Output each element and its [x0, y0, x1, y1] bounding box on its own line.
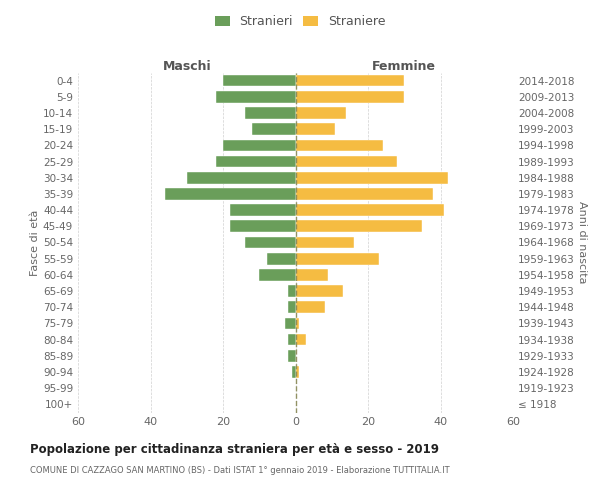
Bar — [296, 220, 422, 232]
Text: COMUNE DI CAZZAGO SAN MARTINO (BS) - Dati ISTAT 1° gennaio 2019 - Elaborazione T: COMUNE DI CAZZAGO SAN MARTINO (BS) - Dat… — [30, 466, 449, 475]
Bar — [296, 269, 328, 280]
Bar — [284, 318, 296, 330]
Bar — [296, 302, 325, 313]
Bar — [223, 140, 296, 151]
Bar — [296, 366, 299, 378]
Bar — [296, 140, 383, 151]
Y-axis label: Anni di nascita: Anni di nascita — [577, 201, 587, 284]
Bar — [230, 220, 296, 232]
Bar — [296, 156, 397, 168]
Bar — [292, 366, 296, 378]
Legend: Stranieri, Straniere: Stranieri, Straniere — [211, 11, 389, 32]
Text: Femmine: Femmine — [372, 60, 436, 72]
Bar — [296, 253, 379, 264]
Bar — [296, 285, 343, 297]
Bar — [216, 91, 296, 102]
Bar — [230, 204, 296, 216]
Bar — [245, 236, 296, 248]
Bar — [296, 91, 404, 102]
Bar — [296, 124, 335, 135]
Bar — [296, 107, 346, 119]
Bar — [296, 204, 444, 216]
Bar — [288, 302, 296, 313]
Bar — [296, 334, 307, 345]
Bar — [296, 318, 299, 330]
Bar — [288, 350, 296, 362]
Bar — [266, 253, 296, 264]
Bar — [296, 75, 404, 86]
Bar — [223, 75, 296, 86]
Bar — [288, 285, 296, 297]
Bar — [296, 172, 448, 184]
Bar — [245, 107, 296, 119]
Text: Popolazione per cittadinanza straniera per età e sesso - 2019: Popolazione per cittadinanza straniera p… — [30, 442, 439, 456]
Bar — [288, 334, 296, 345]
Text: Maschi: Maschi — [163, 60, 211, 72]
Bar — [259, 269, 296, 280]
Bar — [296, 188, 433, 200]
Y-axis label: Fasce di età: Fasce di età — [30, 210, 40, 276]
Bar — [252, 124, 296, 135]
Bar — [187, 172, 296, 184]
Bar — [165, 188, 296, 200]
Bar — [296, 236, 353, 248]
Bar — [216, 156, 296, 168]
